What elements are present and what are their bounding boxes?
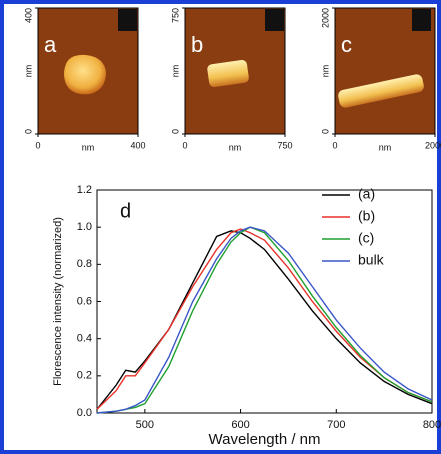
y-tick-label: 0 <box>320 129 330 134</box>
legend-label: (b) <box>358 208 375 224</box>
x-axis-label: nm <box>82 142 95 152</box>
panel-label: b <box>191 32 203 57</box>
afm-image-b <box>185 8 285 134</box>
image-axes <box>37 7 139 135</box>
x-tick-label: 700 <box>327 419 345 431</box>
x-tick-label: 600 <box>231 419 249 431</box>
y-axis-label: Florescence intensity (normarized) <box>52 217 64 386</box>
panel-label: d <box>120 200 131 222</box>
legend-label: (a) <box>358 186 375 202</box>
y-tick-label: 400 <box>23 8 33 23</box>
x-axis-label: Wavelength / nm <box>209 431 321 448</box>
y-tick-label: 1.2 <box>77 184 92 196</box>
y-axis-label: nm <box>23 65 33 78</box>
x-tick-label: 400 <box>130 140 145 150</box>
y-tick-label: 750 <box>170 8 180 23</box>
x-tick-label: 0 <box>182 140 187 150</box>
x-tick-label: 2000 <box>425 140 441 150</box>
panel-label: a <box>44 32 57 57</box>
panel-label: c <box>341 32 352 57</box>
y-tick-label: 0.0 <box>77 407 92 419</box>
x-tick-label: 750 <box>277 140 292 150</box>
series-line <box>96 228 433 410</box>
x-tick-label: 800 <box>423 419 441 431</box>
image-axes <box>334 7 436 135</box>
y-axis-label: nm <box>170 65 180 78</box>
series-line <box>96 226 433 414</box>
afm-image-c <box>335 8 435 134</box>
x-tick-label: 0 <box>332 140 337 150</box>
y-tick-label: 0 <box>23 129 33 134</box>
y-tick-label: 1.0 <box>77 221 92 233</box>
y-tick-label: 2000 <box>320 8 330 28</box>
x-axis-label: nm <box>229 142 242 152</box>
y-tick-label: 0.8 <box>77 258 92 270</box>
image-axes <box>184 7 286 135</box>
x-axis-label: nm <box>379 142 392 152</box>
y-tick-label: 0.6 <box>77 295 92 307</box>
legend-label: bulk <box>358 252 385 268</box>
series-line <box>96 226 433 414</box>
afm-image-a <box>38 8 138 134</box>
legend-label: (c) <box>358 230 374 246</box>
x-tick-label: 0 <box>35 140 40 150</box>
y-tick-label: 0.4 <box>77 333 92 345</box>
y-tick-label: 0.2 <box>77 370 92 382</box>
y-tick-label: 0 <box>170 129 180 134</box>
y-axis-label: nm <box>320 65 330 78</box>
x-tick-label: 500 <box>136 419 154 431</box>
